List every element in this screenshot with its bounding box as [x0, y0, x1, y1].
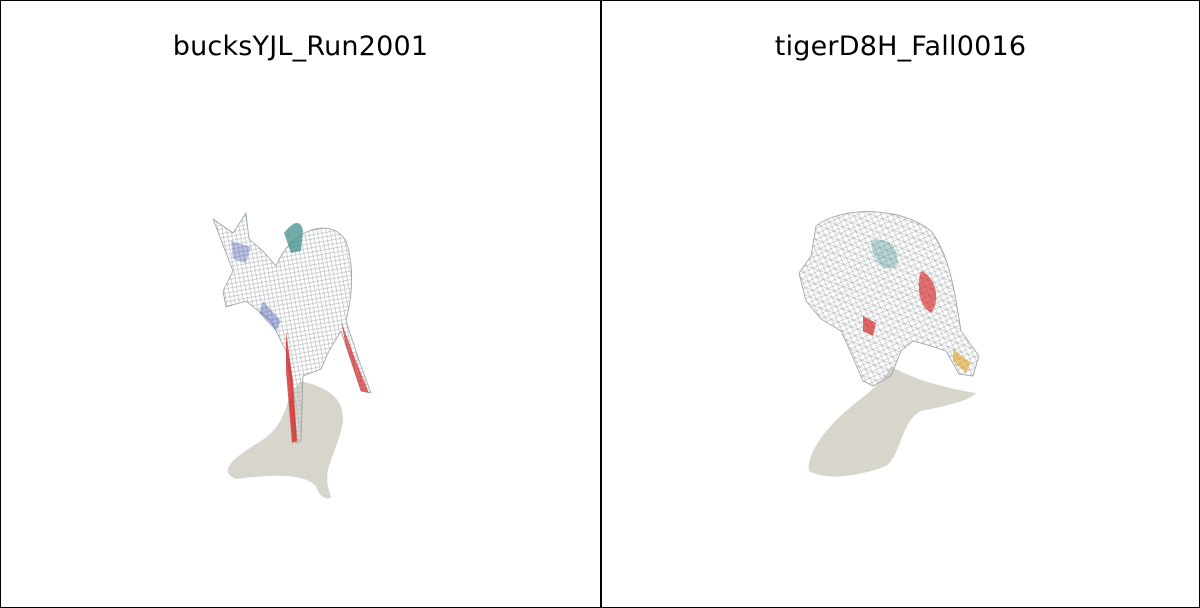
- deer-render: [212, 211, 372, 499]
- tiger-shadow: [808, 366, 976, 477]
- deer-wireframe-icon: [212, 211, 372, 444]
- panel-title: tigerD8H_Fall0016: [774, 31, 1027, 62]
- panel-divider: [600, 1, 602, 607]
- left-render-panel: bucksYJL_Run2001: [1, 1, 600, 607]
- tiger-wireframe-icon: [798, 211, 980, 387]
- right-render-panel: tigerD8H_Fall0016: [601, 1, 1200, 607]
- panel-title: bucksYJL_Run2001: [172, 31, 429, 62]
- deer-shadow: [227, 381, 343, 499]
- tiger-render: [798, 211, 980, 477]
